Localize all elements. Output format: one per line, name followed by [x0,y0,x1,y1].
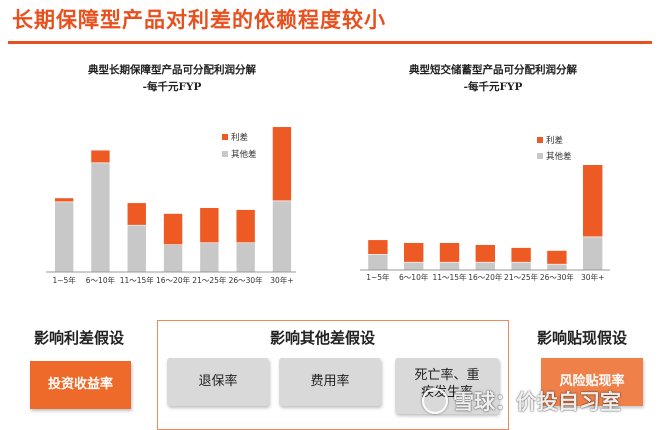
investment-return-box: 投资收益率 [30,361,131,409]
bar-other-diff [367,254,389,271]
x-tick-group: 1~5年 6～10年 11～15年 16～20年 21～25年 26～30年 30年+ [366,272,604,282]
x-tick-label: 21～25年 [504,272,539,282]
legend-label-lixiancha: 利差 [231,132,248,143]
legend-label-qitacha: 其他差 [546,151,572,162]
bar-other-diff [582,236,603,271]
legend-swatch-lixiancha [537,137,543,143]
legend-label-qitacha: 其他差 [231,149,257,160]
legend-swatch-qitacha [537,153,543,159]
bar-other-diff [199,242,220,273]
chart-title: 典型长期保障型产品可分配利润分解 [88,63,256,76]
x-tick-label: 21～25年 [192,275,227,285]
bar-other-diff [126,224,147,273]
snowball-logo-icon [422,388,448,414]
x-tick-label: 11～15年 [120,275,155,285]
x-tick-label: 11～15年 [432,272,467,282]
title-rule [8,41,652,44]
x-tick-label: 30年+ [581,272,604,282]
bar-other-diff [163,244,183,273]
chart-subtitle: -每千元FYP [464,80,523,93]
x-tick-label: 1~5年 [366,272,390,282]
x-tick-label: 6～10年 [399,272,429,282]
bar-other-diff [235,242,256,273]
x-tick-group: 1~5年 6～10年 11～15年 16～20年 21～25年 26～30年 30年+ [52,275,293,285]
section-title-discount: 影响贴现假设 [537,329,628,347]
bar-lixiancha [367,239,389,255]
section-title-lixiancha: 影响利差假设 [34,329,125,347]
page-title: 长期保障型产品对利差的依赖程度较小 [12,7,386,32]
bar-lixiancha [199,207,220,244]
bar-other-diff [510,261,532,271]
bar-lixiancha [403,242,424,263]
bar-other-diff [54,201,74,273]
watermark: 雪球：价投自习室 [422,386,621,416]
bar-other-diff [546,263,568,271]
expense-rate-box: 费用率 [279,358,381,406]
x-tick-label: 26～30年 [229,275,264,285]
x-tick-label: 6～10年 [86,275,116,285]
legend-swatch-qitacha [222,151,228,157]
bar-other-diff [403,261,424,271]
bar-group [54,126,292,273]
chart-subtitle: -每千元FYP [143,80,202,93]
bar-lixiancha [582,164,603,238]
surrender-rate-box: 退保率 [167,358,269,406]
bar-other-diff [90,162,111,273]
x-tick-label: 16～20年 [156,275,191,285]
bar-lixiancha [126,202,147,226]
risk-discount-rate-box: 风险贴现率 [541,358,643,406]
bar-lixiancha [439,242,460,263]
chart-short-pay-savings: 典型短交储蓄型产品可分配利润分解 -每千元FYP 1~5年 6～10年 11～15年… [360,63,610,282]
x-tick-label: 16～20年 [468,272,503,282]
bar-lixiancha [90,149,111,164]
legend: 利差 其他差 [537,135,572,162]
bar-other-diff [475,261,496,271]
bar-other-diff [272,200,292,273]
x-tick-label: 30年+ [270,275,293,285]
bar-group [367,164,603,271]
x-tick-label: 1~5年 [52,275,76,285]
bar-lixiancha [163,213,183,246]
watermark-text: 雪球：价投自习室 [453,390,621,414]
bar-lixiancha [475,244,496,263]
legend-swatch-lixiancha [222,134,228,140]
bar-lixiancha [510,247,532,263]
section-title-other-diff: 影响其他差假设 [270,329,376,347]
bar-lixiancha [235,209,256,244]
chart-long-term-protection: 典型长期保障型产品可分配利润分解 -每千元FYP 1~5年 6～10年 11～15年… [46,63,296,285]
bar-lixiancha [272,126,292,202]
legend-label-lixiancha: 利差 [546,135,563,146]
chart-title: 典型短交储蓄型产品可分配利润分解 [409,63,577,76]
bar-lixiancha [546,250,568,265]
bar-lixiancha [54,197,74,203]
bar-other-diff [439,261,460,271]
legend: 利差 其他差 [222,132,257,160]
x-tick-label: 26～30年 [540,272,575,282]
